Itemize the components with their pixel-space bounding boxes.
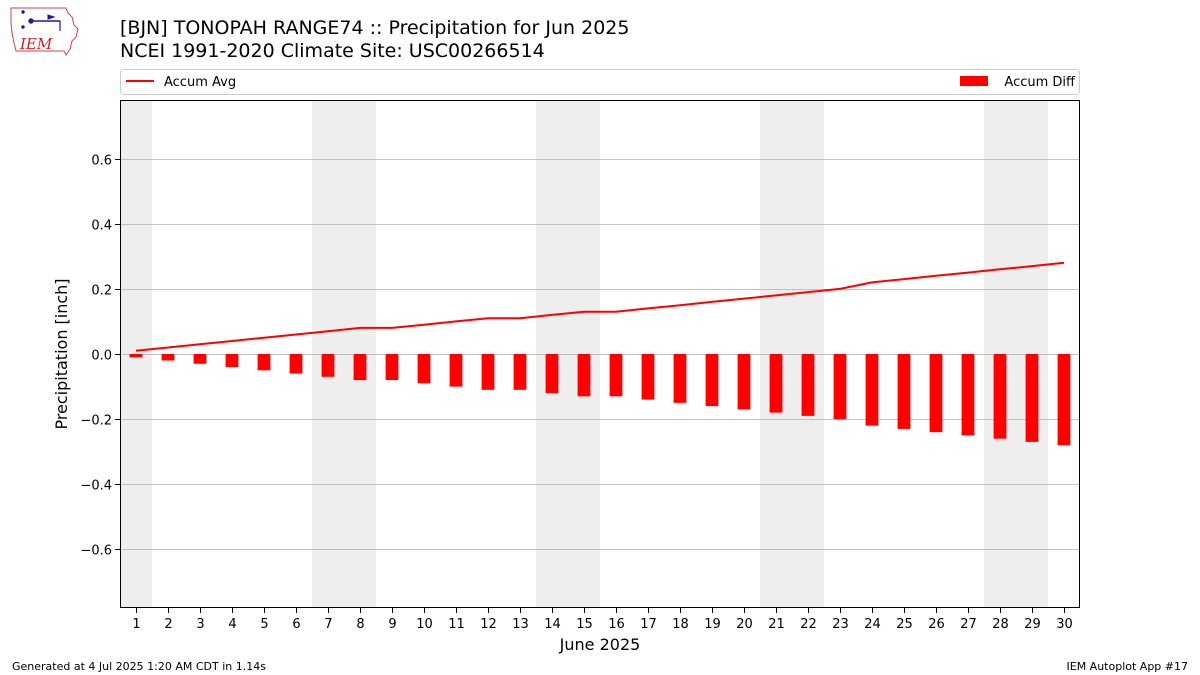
weekend-bands — [120, 100, 1048, 608]
weekend-band — [792, 100, 824, 608]
accum-diff-bar — [225, 354, 239, 368]
legend: Accum Avg Accum Diff — [120, 69, 1080, 95]
x-tick-label: 15 — [576, 617, 593, 632]
accum-diff-bar — [865, 354, 879, 426]
x-tick-label: 8 — [356, 617, 364, 632]
legend-line-label: Accum Avg — [164, 75, 236, 90]
x-tick-label: 5 — [260, 617, 268, 632]
y-tick-label: −0.6 — [80, 544, 112, 559]
y-axis-ticks: −0.6 −0.4 −0.2 0.0 0.2 0.4 0.6 — [80, 154, 120, 559]
accum-diff-bar — [993, 354, 1007, 439]
iowa-outline-shape — [10, 7, 79, 56]
accum-diff-bar — [257, 354, 271, 371]
footer-generated-text: Generated at 4 Jul 2025 1:20 AM CDT in 1… — [12, 660, 266, 673]
accum-diff-bar — [609, 354, 623, 397]
x-tick-label: 12 — [480, 617, 497, 632]
footer-app-text: IEM Autoplot App #17 — [1066, 660, 1189, 673]
accum-diff-bar — [737, 354, 751, 410]
accum-diff-bar — [193, 354, 207, 364]
accum-diff-bar — [961, 354, 975, 436]
chart-title: [BJN] TONOPAH RANGE74 :: Precipitation f… — [120, 17, 630, 39]
accum-diff-bar — [129, 354, 143, 358]
accum-diff-bar — [353, 354, 367, 381]
weekend-band — [984, 100, 1016, 608]
legend-bar-label: Accum Diff — [1004, 75, 1076, 90]
accum-avg-line — [135, 261, 1065, 352]
y-axis-label: Precipitation [inch] — [52, 278, 71, 429]
weekend-band — [344, 100, 376, 608]
x-tick-label: 16 — [608, 617, 625, 632]
y-tick-label: 0.6 — [91, 154, 112, 169]
accum-diff-bar — [449, 354, 463, 387]
accum-diff-bar — [481, 354, 495, 390]
accum-diff-bar — [929, 354, 943, 433]
x-tick-label: 6 — [292, 617, 300, 632]
accum-diff-bar — [705, 354, 719, 407]
accum-diff-bar — [417, 354, 431, 384]
x-tick-label: 11 — [448, 617, 465, 632]
accum-diff-bar — [513, 354, 527, 390]
accum-diff-bar — [769, 354, 783, 413]
y-tick-label: −0.2 — [80, 414, 112, 429]
x-tick-label: 21 — [768, 617, 785, 632]
x-tick-label: 1 — [132, 617, 140, 632]
accum-diff-bar — [897, 354, 911, 429]
y-gridlines — [120, 159, 1080, 550]
x-tick-label: 2 — [164, 617, 172, 632]
accum-diff-bar — [641, 354, 655, 400]
accum-diff-bar — [1025, 354, 1039, 442]
x-tick-label: 28 — [992, 617, 1009, 632]
x-axis-ticks: 1 2 3 4 5 6 7 8 9 10 11 12 13 14 15 16 17 18 19 20 21 22 23 24 2… — [132, 608, 1073, 632]
accum-diff-bar — [385, 354, 399, 381]
x-tick-label: 25 — [896, 617, 913, 632]
legend-frame — [120, 69, 1080, 95]
x-tick-label: 27 — [960, 617, 977, 632]
x-tick-label: 24 — [864, 617, 881, 632]
x-tick-label: 29 — [1024, 617, 1041, 632]
x-tick-label: 14 — [544, 617, 561, 632]
x-tick-label: 20 — [736, 617, 753, 632]
weekend-band — [120, 100, 152, 608]
x-tick-label: 17 — [640, 617, 657, 632]
y-tick-label: 0.2 — [91, 284, 112, 299]
y-tick-label: −0.4 — [80, 479, 112, 494]
x-tick-label: 4 — [228, 617, 236, 632]
x-tick-label: 18 — [672, 617, 689, 632]
accum-diff-bar — [289, 354, 303, 374]
weather-instrument-icon — [21, 10, 61, 31]
accum-diff-bar — [1057, 354, 1071, 446]
logo-text: IEM — [19, 35, 53, 53]
x-tick-label: 13 — [512, 617, 529, 632]
x-tick-label: 7 — [324, 617, 332, 632]
weekend-band — [568, 100, 600, 608]
accum-diff-bar — [161, 354, 175, 361]
weekend-band — [760, 100, 792, 608]
iem-logo: IEM — [10, 7, 79, 56]
accum-diff-bar — [801, 354, 815, 416]
x-tick-label: 9 — [388, 617, 396, 632]
accum-diff-bar — [833, 354, 847, 420]
x-tick-label: 19 — [704, 617, 721, 632]
y-tick-label: 0.0 — [91, 349, 112, 364]
chart-subtitle: NCEI 1991-2020 Climate Site: USC00266514 — [120, 40, 545, 62]
y-tick-label: 0.4 — [91, 219, 112, 234]
x-tick-label: 3 — [196, 617, 204, 632]
x-axis-label: June 2025 — [559, 635, 641, 654]
accum-diff-bar — [577, 354, 591, 397]
accum-diff-bar — [545, 354, 559, 394]
legend-bar-swatch — [960, 76, 988, 86]
weekend-band — [536, 100, 568, 608]
x-tick-label: 23 — [832, 617, 849, 632]
x-tick-label: 30 — [1056, 617, 1073, 632]
weekend-band — [1016, 100, 1048, 608]
x-tick-label: 22 — [800, 617, 817, 632]
plot-frame — [120, 100, 1080, 608]
x-tick-label: 10 — [416, 617, 433, 632]
accum-diff-bar — [321, 354, 335, 377]
accum-diff-bar — [673, 354, 687, 403]
weekend-band — [312, 100, 344, 608]
accum-diff-bars — [129, 354, 1071, 446]
x-tick-label: 26 — [928, 617, 945, 632]
